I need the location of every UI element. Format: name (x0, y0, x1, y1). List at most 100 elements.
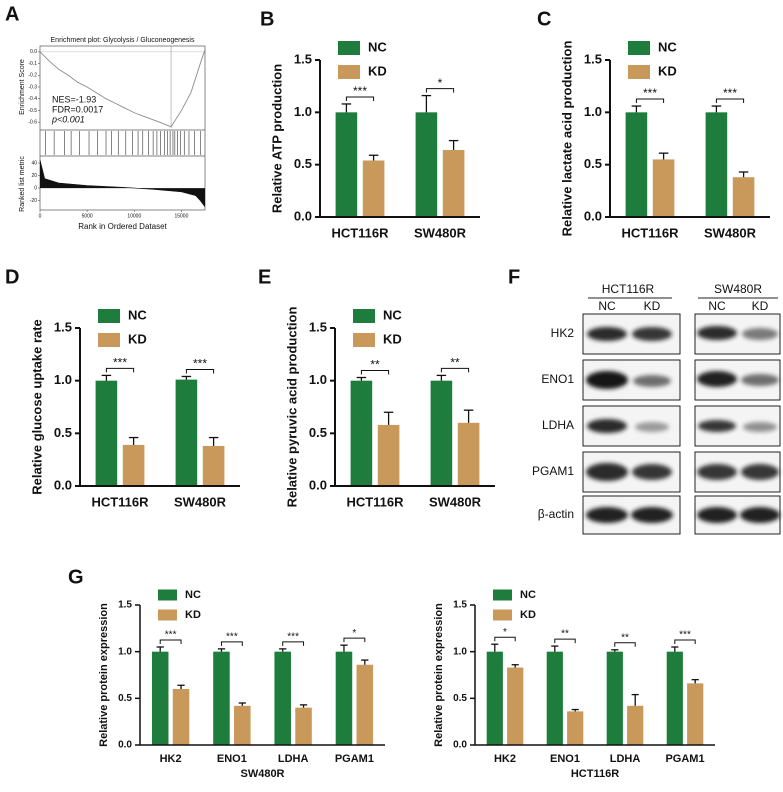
sig-bracket (185, 368, 215, 374)
sig-bracket (159, 639, 182, 644)
panel-label: C (537, 8, 551, 30)
band (743, 422, 777, 432)
bar (122, 444, 145, 486)
legend-label: KD (128, 331, 147, 346)
y-tick-label: 40 (31, 160, 37, 166)
y-tick-label: 0.0 (309, 477, 327, 492)
sig-bracket (343, 637, 366, 643)
band (631, 507, 673, 523)
legend-swatch (338, 65, 360, 79)
sig-label: * (352, 628, 356, 639)
legend-swatch (628, 41, 650, 55)
x-tick-label: PGAM1 (335, 753, 374, 765)
x-tick-label: 10000 (127, 213, 141, 219)
panel-label: B (260, 8, 274, 30)
lane-label: KD (752, 299, 769, 313)
band (586, 507, 628, 523)
legend-label: NC (383, 307, 402, 322)
x-tick-label: PGAM1 (665, 753, 704, 765)
y-tick-label: 0.5 (453, 693, 467, 704)
legend-label: NC (128, 307, 147, 322)
x-tick-label: SW480R (429, 494, 482, 509)
y-tick-label: -0.1 (28, 61, 37, 67)
sig-bracket (220, 641, 243, 646)
chart-title: Enrichment plot: Glycolysis / Gluconeoge… (51, 37, 195, 44)
band (697, 371, 737, 387)
protein-label: PGAM1 (532, 464, 574, 478)
group-label: SW480R (714, 282, 762, 296)
sig-label: * (438, 76, 443, 90)
sig-bracket (105, 367, 135, 373)
bar (606, 651, 623, 745)
sig-bracket (635, 98, 665, 104)
group-label: HCT116R (602, 282, 655, 296)
y-tick-label: 0 (34, 185, 37, 191)
protein-label: HK2 (551, 326, 575, 340)
x-axis-label: HCT116R (571, 768, 619, 780)
band (586, 463, 628, 481)
sig-bracket (614, 642, 636, 647)
panel-label: G (68, 566, 84, 588)
y-tick-label: -0.2 (28, 73, 37, 79)
sig-bracket (425, 88, 455, 93)
y-tick-label: -0.5 (28, 108, 37, 114)
bar (442, 150, 465, 217)
bar (705, 112, 728, 217)
bar (350, 380, 373, 486)
sig-label: *** (193, 357, 207, 371)
band (742, 328, 778, 340)
y-tick-label: -0.6 (28, 119, 37, 125)
legend-label: NC (520, 589, 536, 601)
sig-bracket (440, 367, 470, 373)
panel-label: D (5, 266, 19, 288)
y-tick-label: 1.0 (294, 104, 312, 119)
band (741, 374, 779, 386)
legend-label: KD (520, 609, 536, 621)
x-tick-label: LDHA (610, 753, 641, 765)
band (587, 419, 627, 433)
bar (486, 651, 503, 745)
band (635, 422, 669, 432)
x-tick-label: HCT116R (621, 225, 679, 240)
x-axis-label: Rank in Ordered Dataset (78, 222, 167, 231)
sig-label: * (503, 627, 507, 638)
y-axis-label: Relative lactate acid production (559, 41, 574, 237)
bar (415, 112, 438, 217)
sig-bracket (715, 98, 745, 104)
bar (234, 705, 251, 745)
metric-line (39, 159, 206, 208)
x-tick-label: HK2 (494, 753, 516, 765)
y-tick-label: 0.5 (118, 693, 132, 704)
bar (546, 651, 563, 745)
bar (687, 683, 704, 745)
y-tick-label: 0.0 (30, 49, 37, 55)
protein-label: β-actin (538, 507, 574, 521)
legend-swatch (353, 309, 375, 323)
lane-label: KD (644, 299, 661, 313)
y-axis-label: Enrichment Score (19, 59, 26, 115)
lane-label: NC (598, 299, 616, 313)
y-tick-label: -0.4 (28, 96, 37, 102)
legend-label: KD (658, 63, 677, 78)
sig-label: *** (643, 86, 657, 100)
y-tick-label: 0.5 (584, 156, 602, 171)
y-tick-label: 1.5 (309, 319, 327, 334)
y-tick-label: 20 (31, 173, 37, 179)
bar (172, 689, 190, 745)
panel-label: F (508, 266, 520, 288)
bar (274, 651, 291, 745)
legend-swatch (338, 41, 360, 55)
bar (652, 159, 675, 217)
bar (430, 380, 453, 486)
band (697, 507, 737, 523)
sig-label: *** (165, 630, 177, 641)
panel-label: A (5, 3, 19, 25)
x-tick-label: ENO1 (217, 753, 247, 765)
y-axis-label: Relative pyruvic acid production (284, 307, 299, 508)
bar (457, 422, 480, 486)
legend-swatch (628, 65, 650, 79)
x-tick-label: LDHA (278, 753, 309, 765)
x-tick-label: HCT116R (331, 225, 389, 240)
annotation: FDR=0.0017 (52, 104, 103, 114)
